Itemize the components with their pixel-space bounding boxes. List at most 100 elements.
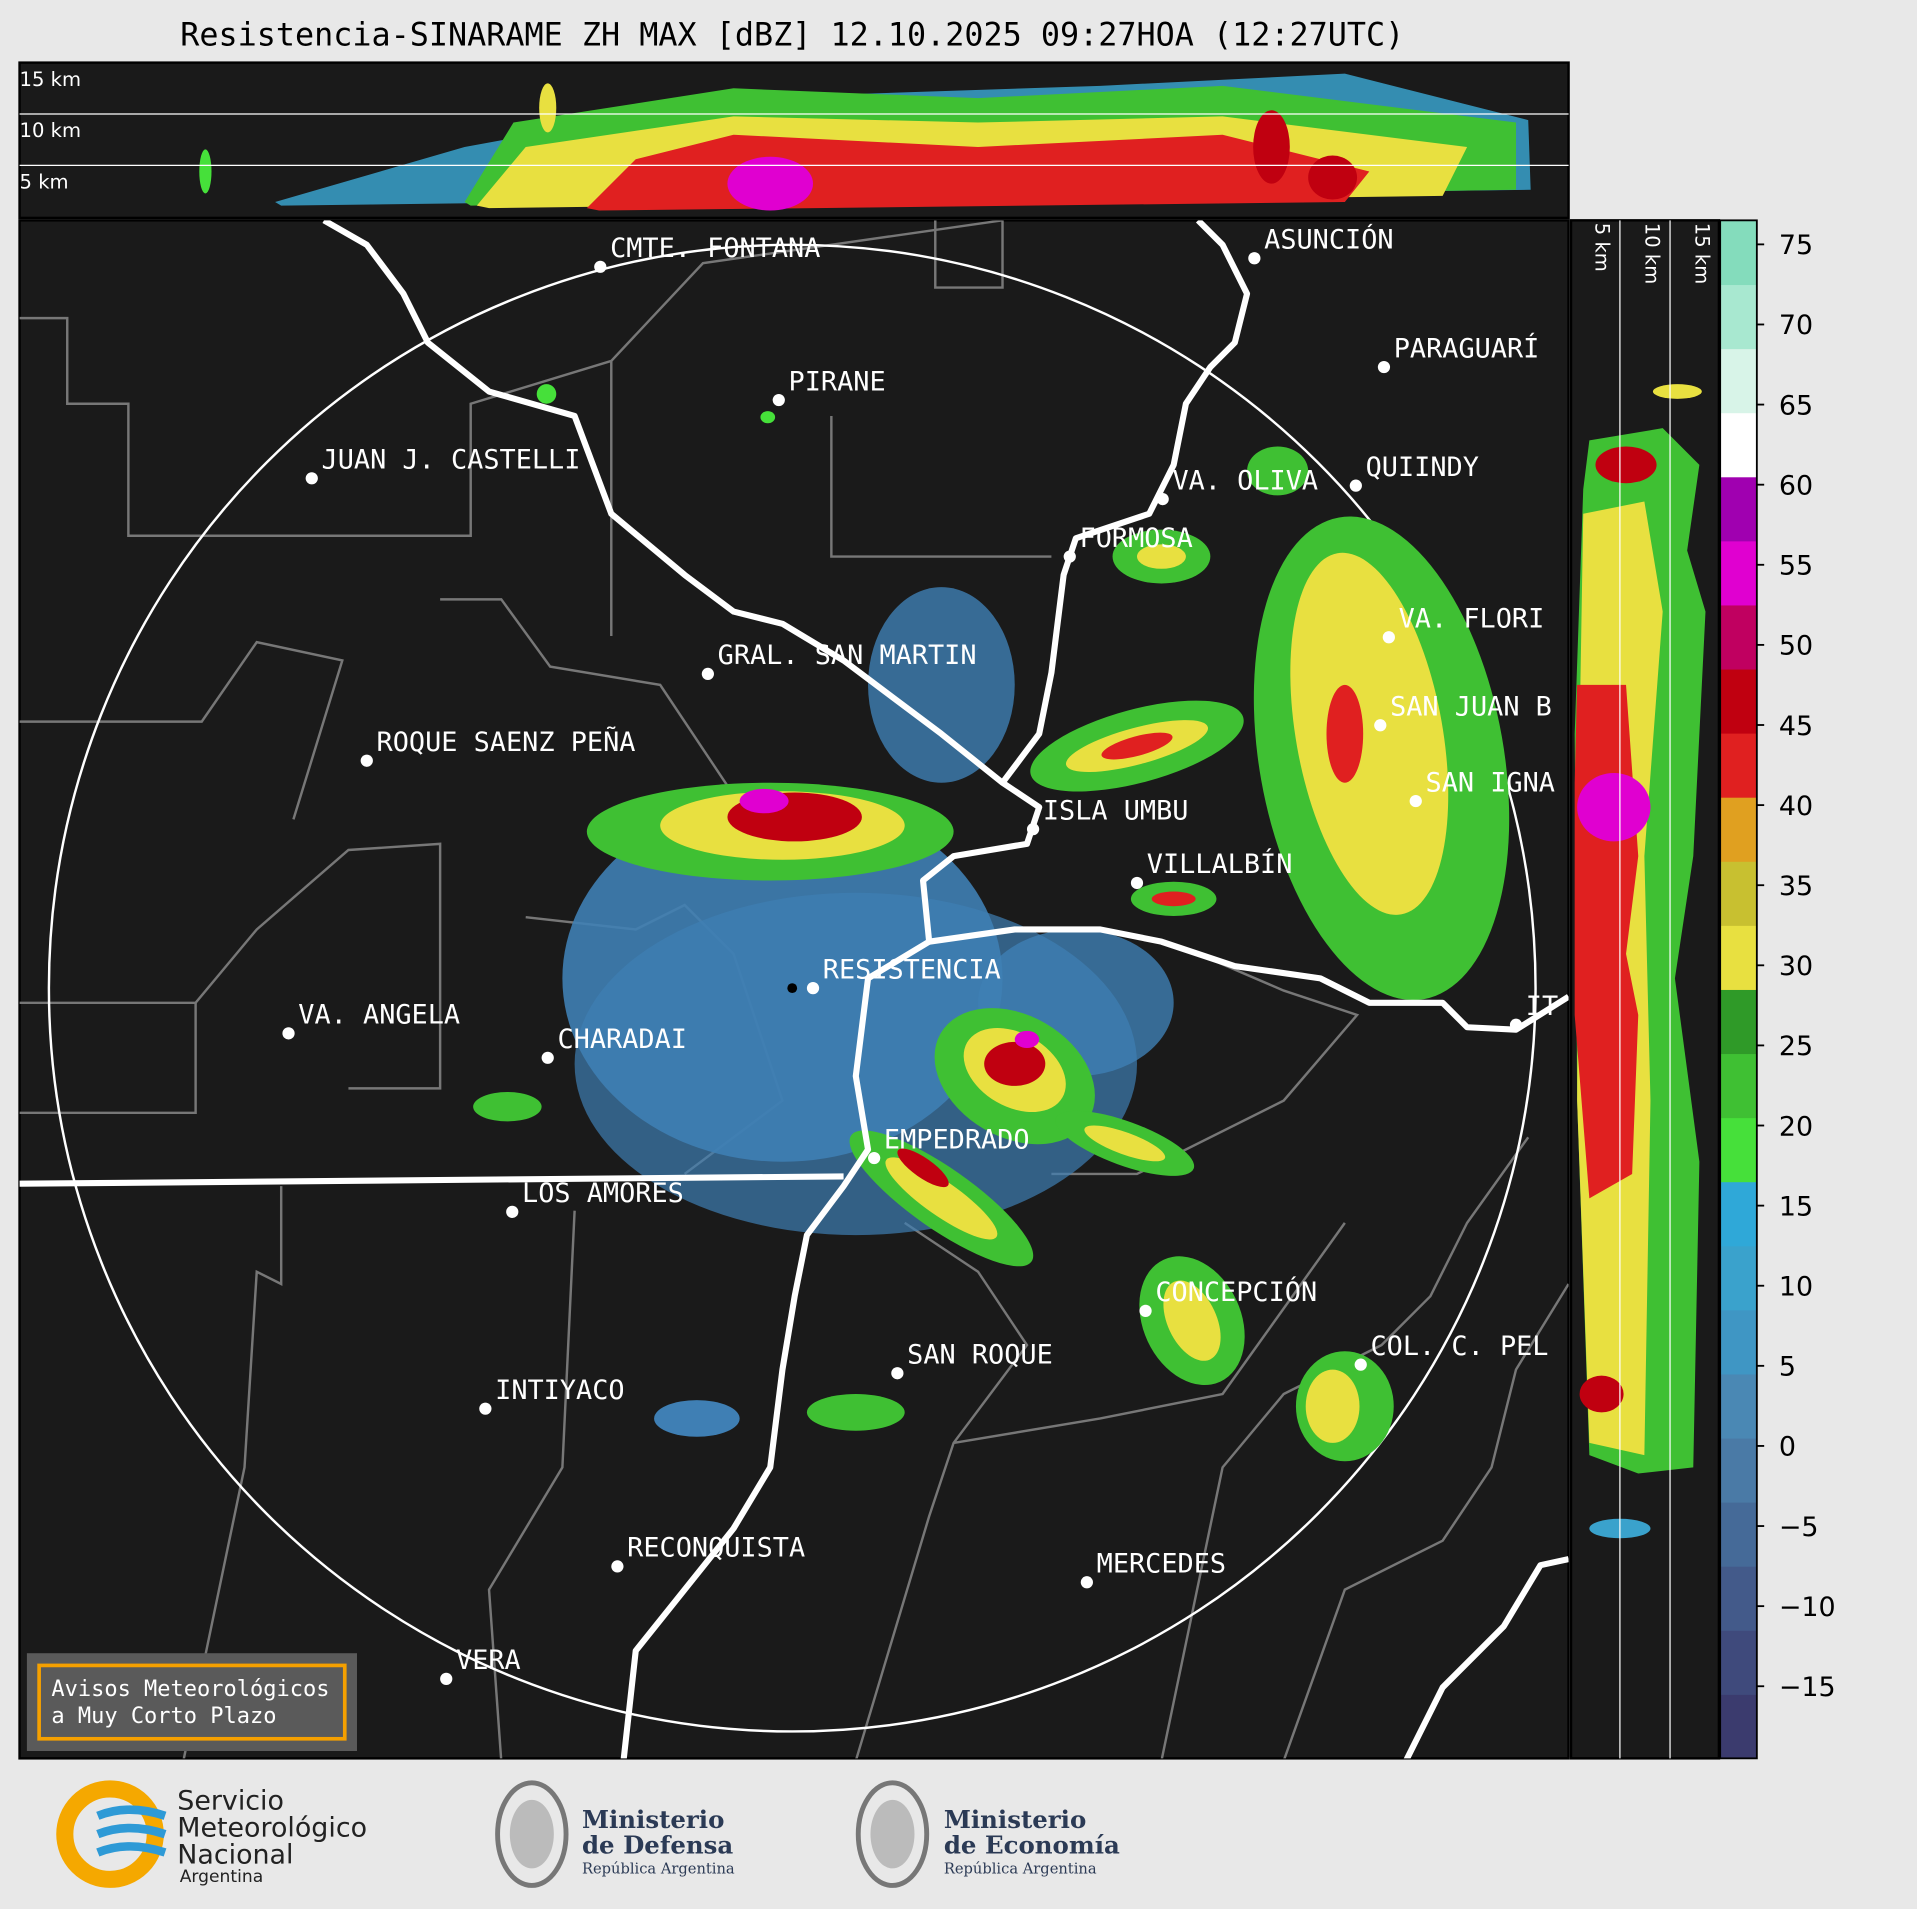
place-label: GRAL. SAN MARTIN: [718, 640, 977, 671]
logo-text: Ministerio: [582, 1805, 724, 1834]
place-label: RESISTENCIA: [823, 954, 1001, 985]
smn-logo: Servicio Meteorológico Nacional Argentin…: [56, 1780, 367, 1888]
place-label: VA. FLORI: [1399, 603, 1545, 634]
notice-border: [37, 1663, 347, 1741]
place-label: ROQUE SAENZ PEÑA: [377, 726, 636, 758]
colorbar-band: [1720, 412, 1757, 478]
place-dot: [1374, 719, 1387, 732]
top-section-echoes: [199, 73, 1531, 211]
place-label: FORMOSA: [1080, 523, 1193, 554]
altitude-label: 15 km: [1691, 223, 1714, 284]
map-content: CMTE. FONTANA ASUNCIÓN PARAGUARÍ PIRANE JUAN…: [19, 220, 1569, 1759]
colorbar-band: [1720, 1245, 1757, 1311]
colorbar-band: [1720, 604, 1757, 670]
place-label: VILLALBÍN: [1147, 848, 1293, 880]
place-dot: [772, 393, 785, 407]
place-dot: [1409, 794, 1422, 808]
logo-text: Meteorológico: [177, 1813, 367, 1844]
place-label: VA. OLIVA: [1172, 465, 1318, 496]
altitude-label: 10 km: [1641, 223, 1664, 284]
logo-text: de Defensa: [582, 1831, 733, 1860]
place-dot: [611, 1560, 624, 1573]
logo-text: República Argentina: [944, 1860, 1097, 1877]
colorbar-tick-label: −10: [1779, 1592, 1836, 1623]
place-dot: [1063, 550, 1076, 563]
colorbar-band: [1720, 1309, 1757, 1375]
rivers: [19, 220, 1569, 1759]
colorbar-tick-label: 25: [1779, 1031, 1813, 1062]
place-dot: [440, 1672, 453, 1685]
place-dot: [868, 1151, 881, 1165]
place-label: VA. ANGELA: [298, 1000, 460, 1031]
colorbar-tick-label: 55: [1779, 551, 1813, 582]
colorbar-band: [1720, 540, 1757, 606]
colorbar-band: [1720, 220, 1757, 286]
colorbar-band: [1720, 989, 1757, 1055]
radar-site: [787, 983, 798, 994]
places: CMTE. FONTANA ASUNCIÓN PARAGUARÍ PIRANE JUAN…: [282, 223, 1558, 1685]
colorbar-band: [1720, 1566, 1757, 1631]
economia-logo: Ministerio de Economía República Argenti…: [855, 1780, 1120, 1888]
place-label: LOS AMORES: [522, 1178, 684, 1209]
place-label: PIRANE: [789, 366, 886, 397]
colorbar-tick-label: 50: [1779, 631, 1813, 662]
colorbar-band: [1720, 925, 1757, 990]
colorbar-band: [1720, 797, 1757, 862]
colorbar-tick-label: 65: [1779, 390, 1813, 421]
colorbar-band: [1720, 1053, 1757, 1119]
altitude-label: 5 km: [20, 171, 69, 194]
place-dot: [541, 1051, 554, 1064]
defensa-logo: Ministerio de Defensa República Argentin…: [495, 1780, 735, 1888]
place-label: RECONQUISTA: [627, 1533, 805, 1564]
place-label: INTIYACO: [495, 1375, 624, 1406]
place-label: PARAGUARÍ: [1394, 332, 1540, 364]
place-label: VERA: [456, 1645, 521, 1676]
place-dot: [1139, 1304, 1152, 1317]
place-label: MERCEDES: [1097, 1549, 1226, 1580]
altitude-label: 15 km: [20, 68, 81, 91]
place-label: JUAN J. CASTELLI: [322, 445, 581, 476]
logo-text: República Argentina: [582, 1860, 735, 1877]
place-label: QUIINDY: [1366, 452, 1479, 483]
place-dot: [1382, 631, 1395, 644]
place-label: ASUNCIÓN: [1264, 223, 1393, 255]
colorbar-tick-label: 40: [1779, 791, 1813, 822]
place-label: IT: [1526, 991, 1558, 1022]
place-dot: [806, 982, 820, 995]
colorbar-tick-label: −5: [1779, 1512, 1819, 1543]
place-label: SAN ROQUE: [907, 1339, 1053, 1370]
colorbar-band: [1720, 1117, 1757, 1183]
colorbar-tick-label: 35: [1779, 871, 1813, 902]
place-dot: [1026, 823, 1040, 836]
place-dot: [701, 667, 714, 681]
place-dot: [1248, 252, 1261, 265]
colorbar: −15 −10 −5 0 5 10 15 20 25 30 35 40 45 50 55 60 65 70 75: [1719, 219, 1836, 1760]
place-dot: [305, 472, 318, 485]
logo-text: Servicio: [177, 1786, 284, 1817]
colorbar-tick-label: −15: [1779, 1672, 1836, 1703]
place-dot: [282, 1027, 295, 1040]
place-dot: [506, 1205, 519, 1218]
colorbar-band: [1720, 348, 1757, 414]
logo-text: Ministerio: [944, 1805, 1086, 1834]
place-dot: [1349, 479, 1362, 492]
place-dot: [360, 754, 373, 767]
colorbar-band: [1720, 1502, 1757, 1567]
place-dot: [1130, 876, 1144, 890]
logo-text: Nacional: [177, 1839, 293, 1870]
colorbar-band: [1720, 1437, 1757, 1503]
notice-box: [26, 1653, 357, 1752]
place-label: CONCEPCIÓN: [1155, 1276, 1317, 1308]
colorbar-band: [1720, 861, 1757, 926]
colorbar-tick-label: 75: [1779, 230, 1813, 261]
colorbar-band: [1720, 668, 1757, 734]
altitude-label: 5 km: [1590, 223, 1613, 272]
colorbar-band: [1720, 476, 1757, 542]
colorbar-tick-label: 0: [1779, 1432, 1796, 1463]
colorbar-band: [1720, 284, 1757, 350]
altitude-label: 10 km: [20, 119, 81, 142]
place-label: COL. C. PEL: [1371, 1331, 1549, 1362]
place-label: CHARADAI: [557, 1024, 686, 1055]
